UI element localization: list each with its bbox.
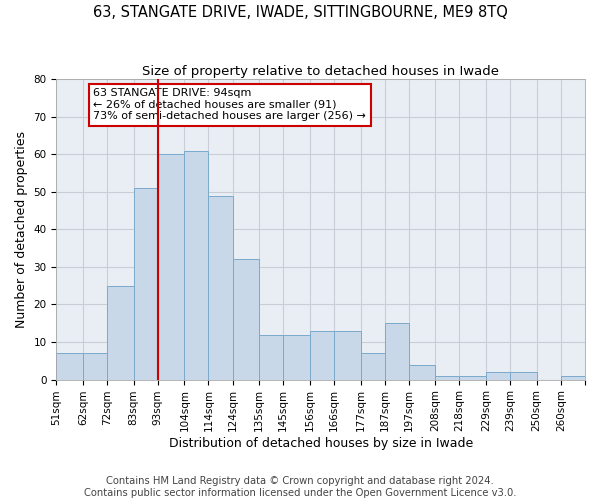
- Bar: [334, 331, 361, 380]
- Bar: [561, 376, 585, 380]
- Bar: [436, 376, 460, 380]
- Bar: [361, 354, 385, 380]
- Bar: [233, 260, 259, 380]
- Bar: [184, 150, 208, 380]
- Bar: [510, 372, 537, 380]
- Bar: [107, 286, 134, 380]
- Bar: [385, 324, 409, 380]
- Bar: [208, 196, 233, 380]
- Text: 63, STANGATE DRIVE, IWADE, SITTINGBOURNE, ME9 8TQ: 63, STANGATE DRIVE, IWADE, SITTINGBOURNE…: [92, 5, 508, 20]
- Bar: [83, 354, 107, 380]
- Text: Contains HM Land Registry data © Crown copyright and database right 2024.
Contai: Contains HM Land Registry data © Crown c…: [84, 476, 516, 498]
- X-axis label: Distribution of detached houses by size in Iwade: Distribution of detached houses by size …: [169, 437, 473, 450]
- Bar: [158, 154, 184, 380]
- Bar: [460, 376, 486, 380]
- Bar: [134, 188, 158, 380]
- Bar: [56, 354, 83, 380]
- Bar: [310, 331, 334, 380]
- Bar: [283, 334, 310, 380]
- Bar: [409, 364, 436, 380]
- Title: Size of property relative to detached houses in Iwade: Size of property relative to detached ho…: [142, 65, 499, 78]
- Bar: [259, 334, 283, 380]
- Text: 63 STANGATE DRIVE: 94sqm
← 26% of detached houses are smaller (91)
73% of semi-d: 63 STANGATE DRIVE: 94sqm ← 26% of detach…: [94, 88, 366, 122]
- Y-axis label: Number of detached properties: Number of detached properties: [15, 131, 28, 328]
- Bar: [486, 372, 510, 380]
